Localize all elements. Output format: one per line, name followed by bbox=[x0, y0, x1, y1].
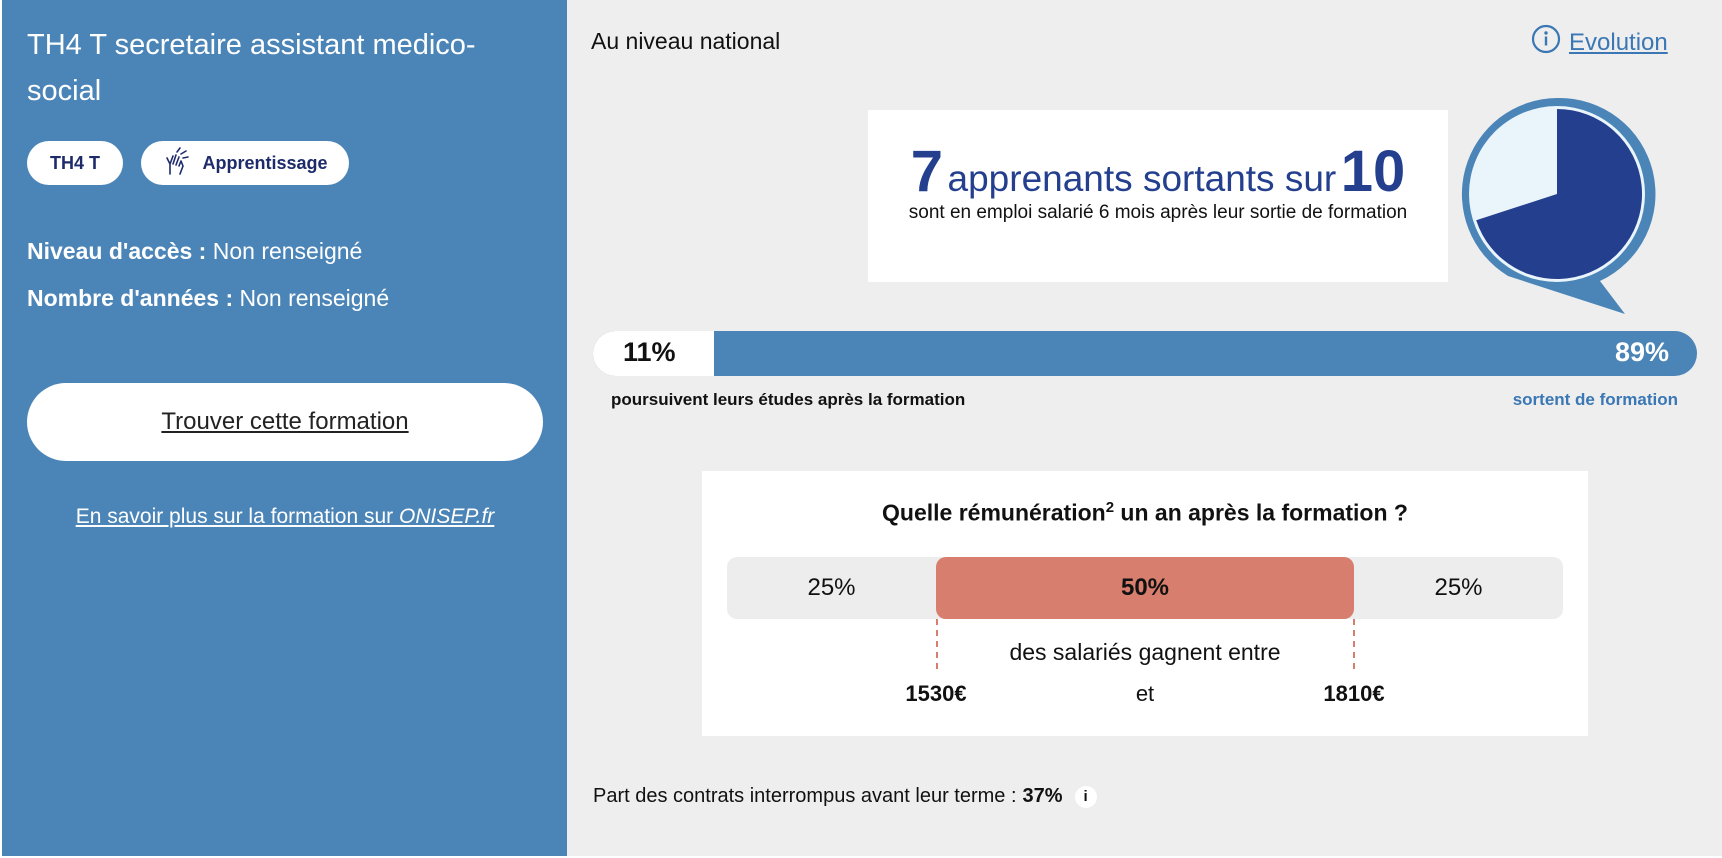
access-level: Niveau d'accès : Non renseigné bbox=[27, 238, 362, 265]
interrupted-contracts: Part des contrats interrompus avant leur… bbox=[593, 785, 1097, 808]
access-level-label: Niveau d'accès : bbox=[27, 238, 206, 264]
employment-headline: 7 apprenants sortants sur 10 bbox=[868, 138, 1448, 205]
salary-segment-high: 25% bbox=[1354, 557, 1563, 619]
tag-apprentissage-label: Apprentissage bbox=[202, 153, 327, 174]
onisep-link[interactable]: En savoir plus sur la formation sur ONIS… bbox=[27, 505, 543, 529]
formation-sidebar: TH4 T secretaire assistant medico-social… bbox=[2, 0, 567, 856]
info-circle-icon bbox=[1531, 24, 1561, 61]
salary-title-text: Quelle rémunération bbox=[882, 500, 1106, 526]
salary-title: Quelle rémunération2 un an après la form… bbox=[702, 499, 1588, 527]
exit-caption: sortent de formation bbox=[1513, 390, 1678, 410]
tag-apprentissage: Apprentissage bbox=[141, 141, 349, 185]
tag-th4t-label: TH4 T bbox=[50, 153, 100, 174]
interrupted-contracts-value: 37% bbox=[1023, 785, 1063, 808]
employment-subtitle: sont en emploi salarié 6 mois après leur… bbox=[908, 200, 1408, 226]
salary-card: Quelle rémunération2 un an après la form… bbox=[702, 471, 1588, 736]
tag-th4t: TH4 T bbox=[27, 141, 123, 185]
find-formation-button[interactable]: Trouver cette formation bbox=[27, 383, 543, 461]
studies-caption: poursuivent leurs études après la format… bbox=[611, 390, 965, 410]
salary-min: 1530€ bbox=[896, 681, 976, 707]
continuation-bar: 11% 89% bbox=[593, 331, 1697, 376]
studies-percent: 11% bbox=[623, 337, 676, 368]
info-icon[interactable]: i bbox=[1075, 786, 1097, 808]
exit-percent: 89% bbox=[1615, 337, 1669, 368]
evolution-link-label: Evolution bbox=[1569, 29, 1668, 57]
salary-segment-mid: 50% bbox=[936, 557, 1354, 619]
evolution-link[interactable]: Evolution bbox=[1531, 24, 1668, 61]
salary-and: et bbox=[1105, 681, 1185, 707]
salary-footnote: 2 bbox=[1106, 499, 1114, 516]
formation-title: TH4 T secretaire assistant medico-social bbox=[27, 22, 527, 114]
employment-card: 7 apprenants sortants sur 10 sont en emp… bbox=[868, 110, 1448, 282]
salary-between-text: des salariés gagnent entre bbox=[702, 639, 1588, 666]
employment-words: apprenants sortants sur bbox=[948, 158, 1337, 199]
find-formation-label: Trouver cette formation bbox=[161, 408, 408, 436]
years-count: Nombre d'années : Non renseigné bbox=[27, 285, 389, 312]
years-count-label: Nombre d'années : bbox=[27, 285, 233, 311]
interrupted-contracts-label: Part des contrats interrompus avant leur… bbox=[593, 785, 1017, 808]
onisep-link-text: En savoir plus sur la formation sur bbox=[76, 505, 399, 528]
access-level-value: Non renseigné bbox=[213, 238, 363, 264]
salary-title-end: un an après la formation ? bbox=[1114, 500, 1408, 526]
salary-max: 1810€ bbox=[1314, 681, 1394, 707]
sign-language-icon bbox=[162, 146, 192, 181]
scope-label: Au niveau national bbox=[591, 28, 780, 55]
employment-count: 7 bbox=[911, 139, 943, 204]
stats-panel: Au niveau national Evolution 7 apprenant… bbox=[567, 0, 1722, 856]
onisep-link-site: ONISEP.fr bbox=[399, 505, 494, 528]
employment-total: 10 bbox=[1341, 139, 1406, 204]
years-count-value: Non renseigné bbox=[240, 285, 390, 311]
salary-segment-low: 25% bbox=[727, 557, 936, 619]
employment-pie bbox=[1452, 92, 1662, 322]
